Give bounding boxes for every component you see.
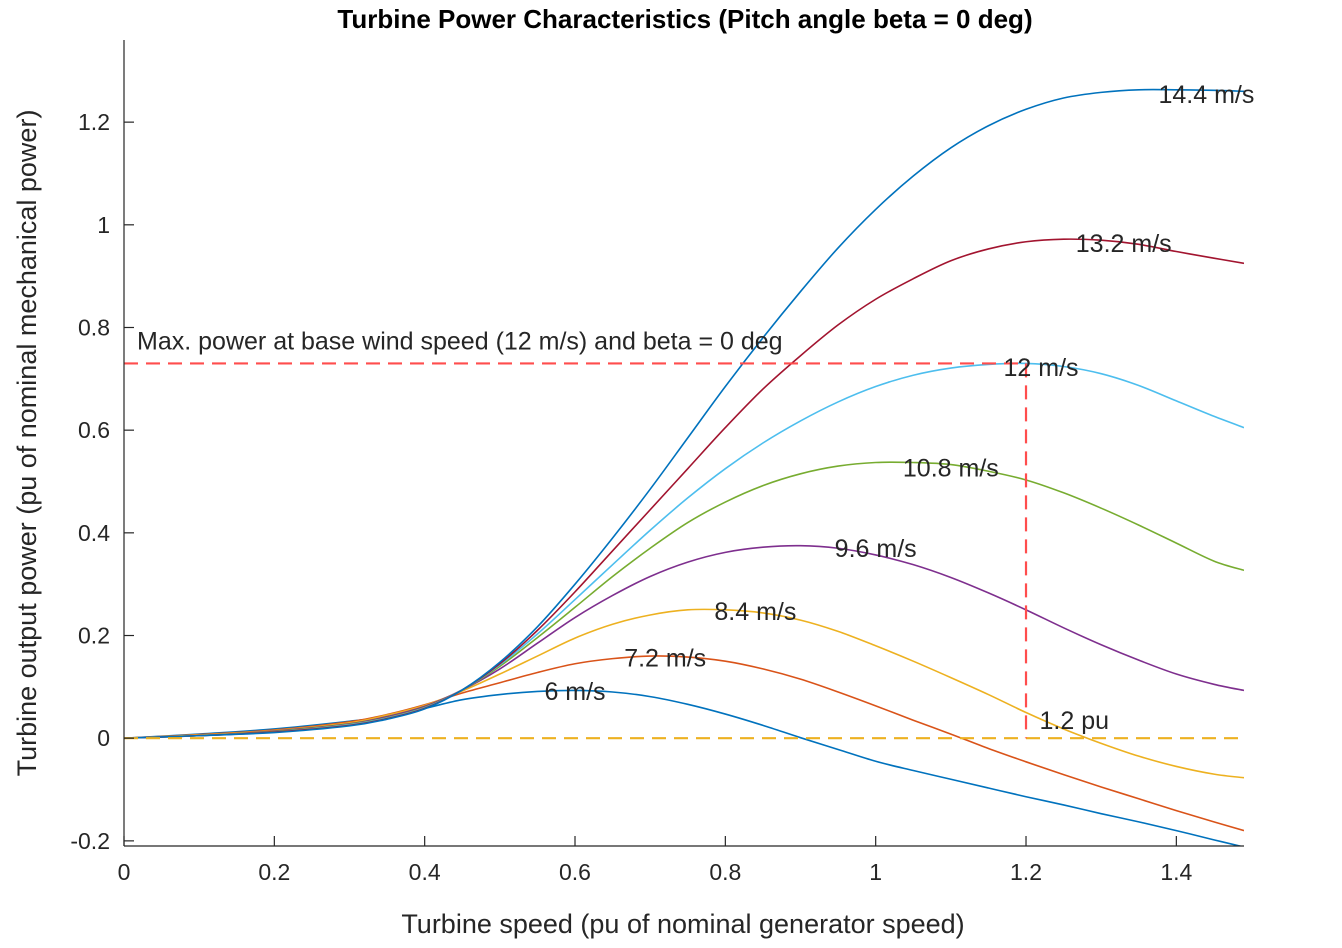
x-tick-label: 0 <box>118 859 131 885</box>
speed-annotation: 1.2 pu <box>1040 707 1110 735</box>
series-line-9-6-m-s <box>124 544 1244 739</box>
series-label-13-2-m-s: 13.2 m/s <box>1076 230 1172 258</box>
x-tick-label: 1 <box>869 859 882 885</box>
series-label-12-m-s: 12 m/s <box>1004 354 1079 382</box>
series-label-6-m-s: 6 m/s <box>544 678 605 706</box>
series-line-14-4-m-s <box>124 88 1244 739</box>
series-line-12-m-s <box>124 362 1244 739</box>
x-tick-label: 1.4 <box>1160 859 1192 885</box>
reference-lines-layer <box>124 362 1244 740</box>
max-power-annotation: Max. power at base wind speed (12 m/s) a… <box>137 327 783 355</box>
y-tick-label: 0.2 <box>78 623 110 649</box>
y-axis-label: Turbine output power (pu of nominal mech… <box>12 110 42 777</box>
y-tick-label: 0 <box>97 725 110 751</box>
series-label-14-4-m-s: 14.4 m/s <box>1158 81 1254 109</box>
x-tick-label: 0.6 <box>559 859 591 885</box>
x-tick-label: 1.2 <box>1010 859 1042 885</box>
series-label-9-6-m-s: 9.6 m/s <box>835 535 917 563</box>
series-labels-layer: 6 m/s 7.2 m/s 8.4 m/s 9.6 m/s 10.8 m/s 12 m/s… <box>544 81 1254 706</box>
series-label-7-2-m-s: 7.2 m/s <box>624 645 706 673</box>
series-line-7-2-m-s <box>124 655 1244 832</box>
y-tick-label: 0.4 <box>78 520 110 546</box>
y-tick-label: 0.6 <box>78 417 110 443</box>
series-label-10-8-m-s: 10.8 m/s <box>903 455 999 483</box>
series-line-10-8-m-s <box>124 461 1244 739</box>
curves-layer <box>124 88 1244 846</box>
chart-title: Turbine Power Characteristics (Pitch ang… <box>337 4 1032 34</box>
y-tick-label: -0.2 <box>70 828 110 854</box>
x-tick-label: 0.8 <box>709 859 741 885</box>
y-tick-label: 1 <box>97 212 110 238</box>
x-tick-label: 0.4 <box>409 859 441 885</box>
axes-layer <box>123 40 1244 847</box>
y-tick-label: 0.8 <box>78 314 110 340</box>
x-axis-label: Turbine speed (pu of nominal generator s… <box>401 909 964 939</box>
x-tick-label: 0.2 <box>258 859 290 885</box>
series-label-8-4-m-s: 8.4 m/s <box>714 598 796 626</box>
series-line-8-4-m-s <box>124 608 1244 779</box>
y-tick-label: 1.2 <box>78 109 110 135</box>
ticks-layer: 0 0.2 0.4 0.6 0.8 1 1.2 1.4 -0.2 0 0.2 0.4 0.6 0.8 1 1.… <box>70 109 1192 885</box>
